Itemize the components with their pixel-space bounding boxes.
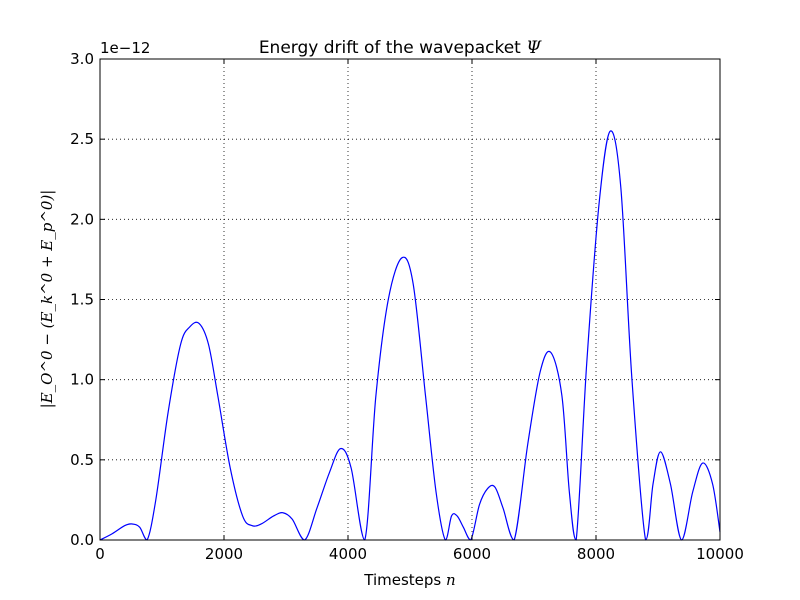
chart-title-text: Energy drift of the wavepacket bbox=[259, 38, 521, 58]
y-tick-label: 1.0 bbox=[70, 371, 94, 389]
x-tick-label: 4000 bbox=[329, 545, 367, 563]
series-layer bbox=[99, 130, 721, 541]
x-axis-label-text: Timesteps bbox=[363, 571, 441, 589]
series-line bbox=[99, 130, 721, 541]
x-tick-label: 10000 bbox=[696, 545, 744, 563]
y-tick-label: 3.0 bbox=[70, 50, 94, 68]
x-tick-label: 6000 bbox=[453, 545, 491, 563]
y-tick-label: 0.0 bbox=[70, 531, 94, 549]
x-tick-label: 8000 bbox=[577, 545, 615, 563]
x-axis-label: Timesteps n bbox=[363, 571, 455, 589]
y-tick-label: 2.5 bbox=[70, 130, 94, 148]
y-tick-label: 0.5 bbox=[70, 451, 94, 469]
x-tick-label: 0 bbox=[95, 545, 105, 563]
chart-title: Energy drift of the wavepacket Ψ bbox=[259, 38, 542, 58]
axis-ticks: 0 2000 4000 6000 8000 10000 0.0 0.5 1.0 1.5 2.0 2.5… bbox=[70, 50, 744, 563]
y-tick-label: 1.5 bbox=[70, 291, 94, 309]
x-tick-label: 2000 bbox=[205, 545, 243, 563]
y-axis-label: |E_O^0 − (E_k^0 + E_p^0)| bbox=[38, 190, 56, 409]
x-axis-label-symbol: n bbox=[446, 571, 456, 589]
y-tick-label: 2.0 bbox=[70, 210, 94, 228]
y-offset-label: 1e−12 bbox=[100, 39, 150, 57]
chart-title-symbol: Ψ bbox=[526, 38, 542, 58]
